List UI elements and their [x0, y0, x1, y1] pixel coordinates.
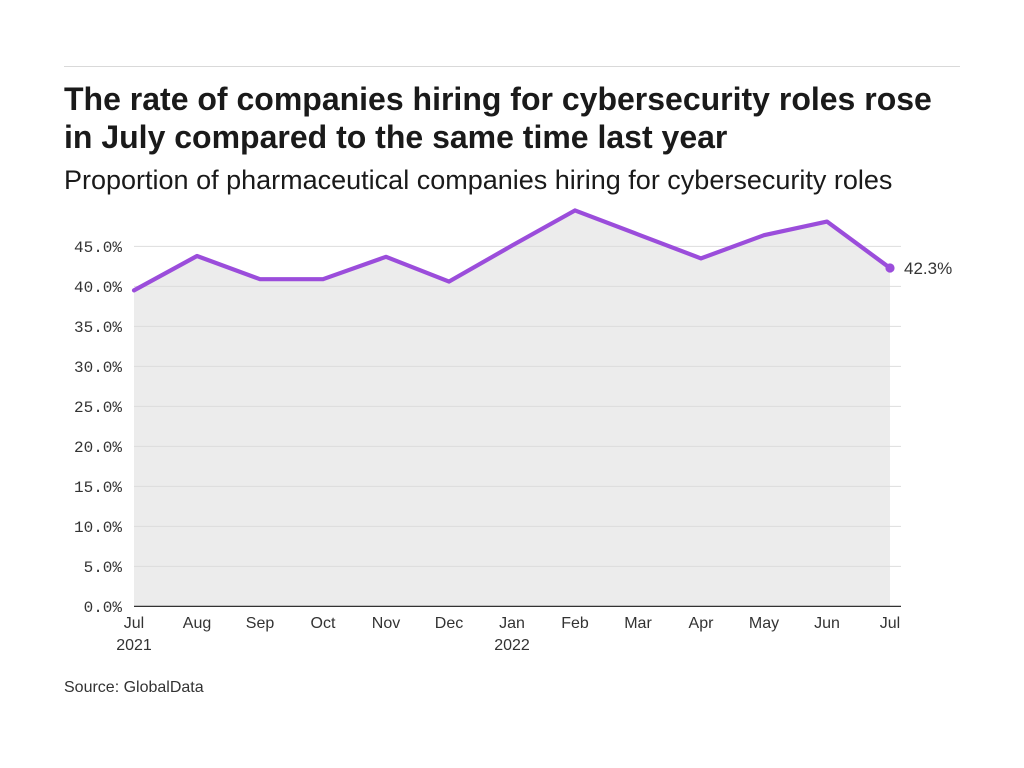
svg-text:Jan: Jan [499, 615, 525, 632]
svg-text:40.0%: 40.0% [74, 279, 122, 297]
svg-text:Feb: Feb [561, 615, 589, 632]
svg-text:25.0%: 25.0% [74, 399, 122, 417]
svg-text:2021: 2021 [116, 637, 152, 654]
svg-text:Oct: Oct [311, 615, 336, 632]
svg-text:10.0%: 10.0% [74, 519, 122, 537]
svg-text:Sep: Sep [246, 615, 275, 632]
svg-text:Nov: Nov [372, 615, 400, 632]
svg-text:5.0%: 5.0% [84, 559, 123, 577]
svg-text:Jul: Jul [880, 615, 900, 632]
svg-text:Jun: Jun [814, 615, 840, 632]
svg-text:Apr: Apr [689, 615, 715, 632]
svg-text:May: May [749, 615, 779, 632]
svg-text:20.0%: 20.0% [74, 439, 122, 457]
svg-text:Mar: Mar [624, 615, 652, 632]
svg-text:30.0%: 30.0% [74, 359, 122, 377]
svg-text:45.0%: 45.0% [74, 239, 122, 257]
svg-text:Aug: Aug [183, 615, 211, 632]
svg-text:15.0%: 15.0% [74, 479, 122, 497]
svg-text:Jul: Jul [124, 615, 144, 632]
svg-text:2022: 2022 [494, 637, 530, 654]
svg-text:42.3%: 42.3% [904, 259, 952, 278]
svg-text:0.0%: 0.0% [84, 599, 123, 617]
svg-text:35.0%: 35.0% [74, 319, 122, 337]
svg-text:Dec: Dec [435, 615, 463, 632]
